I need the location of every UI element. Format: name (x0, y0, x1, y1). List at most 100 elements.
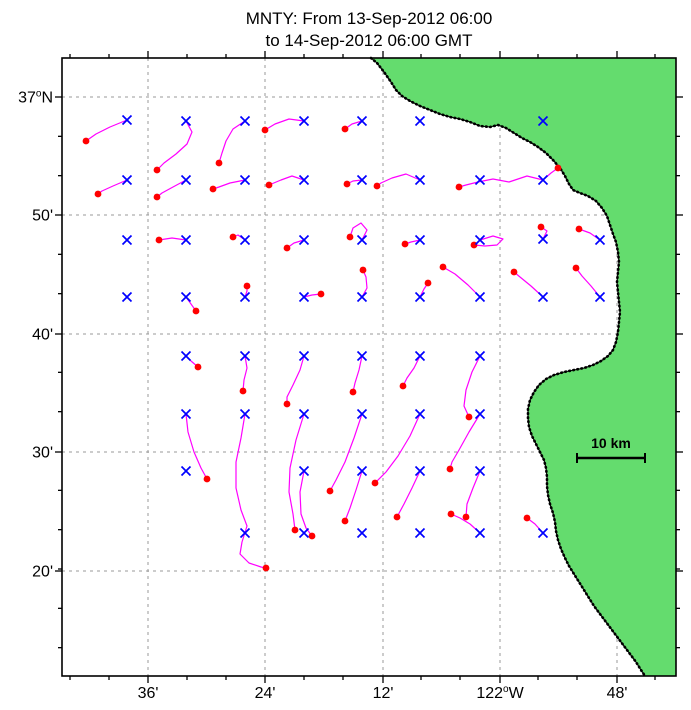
grid-point-marker (537, 233, 549, 245)
grid-point-marker (239, 115, 251, 127)
trajectory-end-dot (194, 363, 202, 371)
y-axis-tick-label: 37oN (18, 89, 53, 107)
grid-point-marker (356, 115, 368, 127)
grid-point-marker (239, 408, 251, 420)
trajectory-end-dot (341, 517, 349, 525)
grid-point-marker (474, 174, 486, 186)
trajectory-path (473, 235, 504, 247)
trajectory-end-dots (82, 125, 583, 572)
grid-point-marker (594, 234, 606, 246)
trajectory-path (212, 179, 246, 190)
trajectory-end-dot (261, 126, 269, 134)
grid-point-marker (356, 465, 368, 477)
coastline (369, 56, 676, 678)
trajectory-path (97, 179, 128, 195)
grid-point-marker (474, 465, 486, 477)
grid-point-marker (356, 234, 368, 246)
trajectory-path (374, 413, 421, 484)
trajectory-end-dot (326, 487, 334, 495)
trajectory-end-dot (341, 125, 349, 133)
trajectory-end-dot (371, 479, 379, 487)
y-axis-labels: 37oN 50' 40' 30' 20' (18, 89, 53, 581)
grid-point-marker (474, 291, 486, 303)
grid-point-marker (414, 291, 426, 303)
grid-point-marker (298, 527, 310, 539)
grid-point-marker (298, 174, 310, 186)
trajectory-path (402, 355, 421, 387)
grid-point-marker (180, 291, 192, 303)
trajectory-path (218, 120, 246, 164)
trajectory-end-dot (265, 181, 273, 189)
trajectory-path (396, 470, 421, 518)
trajectory-path (442, 266, 481, 298)
trajectory-path (578, 228, 601, 241)
grid-point-marker (474, 350, 486, 362)
trajectory-end-dot (343, 180, 351, 188)
trajectories (85, 118, 601, 569)
trajectory-end-dot (243, 282, 251, 290)
figure-title-line1: MNTY: From 13-Sep-2012 06:00 (246, 9, 493, 28)
trajectory-end-dot (572, 264, 580, 272)
trajectory-end-dot (373, 182, 381, 190)
trajectory-end-dot (439, 263, 447, 271)
grid-point-marker (356, 527, 368, 539)
grid-point-marker (414, 408, 426, 420)
grid-point-marker (121, 234, 133, 246)
trajectory-path (344, 470, 363, 522)
trajectory-end-dot (283, 244, 291, 252)
trajectory-path (575, 267, 601, 298)
trajectory-path (465, 470, 481, 518)
trajectory-path (85, 119, 128, 142)
trajectory-path (513, 271, 544, 298)
trajectory-path (463, 355, 481, 418)
trajectory-path (352, 355, 363, 393)
grid-point-marker (414, 527, 426, 539)
trajectory-end-dot (203, 475, 211, 483)
grid-point-marker (356, 174, 368, 186)
grid-point-marker (298, 465, 310, 477)
grid-point-marker (474, 527, 486, 539)
trajectory-end-dot (153, 193, 161, 201)
grid-point-marker (414, 350, 426, 362)
trajectory-end-dot (239, 387, 247, 395)
grid-point-marker (537, 174, 549, 186)
scale-bar-label: 10 km (591, 435, 631, 451)
trajectory-path (242, 355, 248, 392)
trajectory-path (264, 118, 305, 131)
trajectory-end-dot (317, 290, 325, 298)
trajectory-end-dot (447, 510, 455, 518)
grid-point-marker (298, 350, 310, 362)
grid-point-marker (356, 291, 368, 303)
land-polygon (371, 58, 676, 676)
grid-point-marker (239, 350, 251, 362)
trajectory-end-dot (291, 526, 299, 534)
trajectory-end-dot (94, 190, 102, 198)
trajectory-end-dot (308, 532, 316, 540)
trajectory-end-dot (554, 164, 562, 172)
x-axis-labels: 36' 24' 12' 122oW 48' (138, 684, 628, 702)
grid-point-marker (474, 234, 486, 246)
trajectory-end-dot (209, 185, 217, 193)
grid-point-marker (239, 234, 251, 246)
grid-point-marker (180, 174, 192, 186)
trajectory-end-dot (575, 225, 583, 233)
trajectory-end-dot (215, 159, 223, 167)
grid-point-marker (414, 174, 426, 186)
grid-point-marker (180, 408, 192, 420)
grid-point-marker (239, 174, 251, 186)
trajectory-path (235, 413, 267, 569)
trajectory-end-dot (446, 465, 454, 473)
axis-ticks (55, 51, 683, 683)
grid-point-marker (594, 291, 606, 303)
trajectory-end-dot (510, 268, 518, 276)
trajectory-end-dot (349, 388, 357, 396)
grid-point-marker (121, 174, 133, 186)
trajectory-end-dot (401, 240, 409, 248)
trajectory-end-dot (192, 307, 200, 315)
grid-point-marker (414, 234, 426, 246)
trajectory-path (299, 470, 313, 537)
trajectory-path (156, 179, 187, 198)
plot-area: 10 km 36' 24' 12' 122oW 48' 37oN 50' 40' 30' 20' (18, 51, 683, 702)
